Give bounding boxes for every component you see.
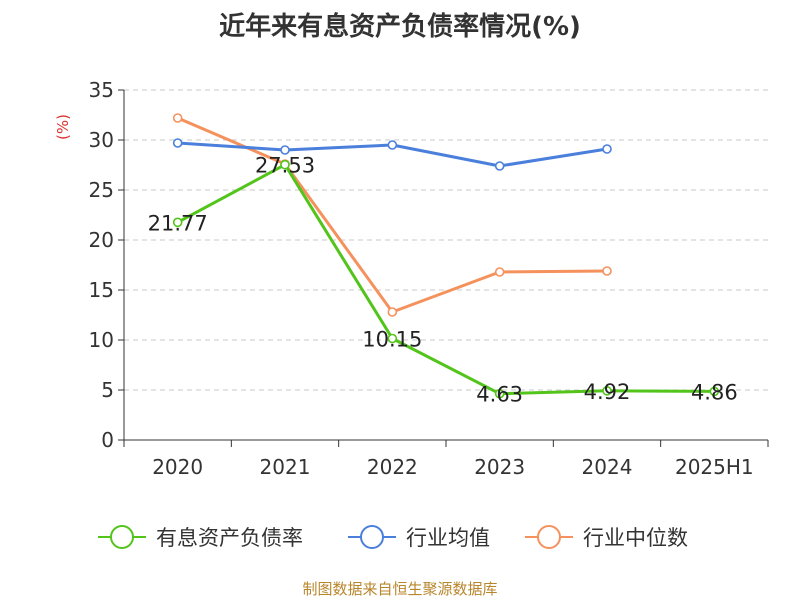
legend-label-0: 有息资产负债率 <box>156 526 303 550</box>
x-tick-label: 2024 <box>582 455 633 479</box>
data-label: 10.15 <box>362 328 422 352</box>
data-label: 21.77 <box>148 211 208 235</box>
data-label: 4.92 <box>584 380 631 404</box>
data-label: 4.86 <box>691 380 738 404</box>
legend-label-2: 行业中位数 <box>583 526 688 550</box>
y-tick-label: 35 <box>89 78 114 102</box>
data-label: 4.63 <box>476 383 523 407</box>
x-tick-label: 2022 <box>367 455 418 479</box>
data-point-0 <box>494 388 505 399</box>
data-point-1 <box>494 161 505 171</box>
y-tick-label: 10 <box>89 328 114 352</box>
axes: 0 5 10 15 20 25 30 35 2020 2021 2022 2023 2024 2025H1… <box>54 78 769 479</box>
chart-title: 近年来有息资产负债率情况(%) <box>219 12 581 42</box>
data-point-2 <box>494 267 505 277</box>
y-tick-label: 0 <box>101 428 114 452</box>
data-point-1 <box>280 145 290 155</box>
x-tick-label: 2023 <box>474 455 525 479</box>
data-point-0 <box>709 386 720 397</box>
data-point-0 <box>172 217 183 228</box>
y-tick-label: 30 <box>89 128 114 152</box>
data-point-0 <box>602 385 612 396</box>
source-note: 制图数据来自恒生聚源数据库 <box>302 580 498 598</box>
x-tick-label: 2025H1 <box>675 455 754 479</box>
y-tick-label: 15 <box>89 278 114 302</box>
legend: 有息资产负债率 行业均值 行业中位数 <box>98 525 688 550</box>
data-point-1 <box>172 138 183 148</box>
y-axis-label: (%) <box>54 114 72 140</box>
y-tick-label: 5 <box>101 378 114 402</box>
data-point-0 <box>280 159 290 170</box>
x-tick-label: 2021 <box>260 455 311 479</box>
legend-label-1: 行业均值 <box>406 526 490 550</box>
data-point-2 <box>172 113 183 123</box>
data-point-1 <box>602 144 612 154</box>
data-labels: 21.77 27.53 10.15 4.63 4.92 4.86 <box>148 154 738 407</box>
legend-marker-2 <box>537 525 561 549</box>
y-tick-label: 20 <box>89 228 114 252</box>
y-tick-label: 25 <box>89 178 114 202</box>
data-point-2 <box>387 307 398 317</box>
x-tick-label: 2020 <box>152 455 203 479</box>
data-point-0 <box>387 333 398 344</box>
legend-marker-1 <box>360 525 384 549</box>
legend-marker-0 <box>110 525 134 549</box>
data-label: 27.53 <box>255 154 315 178</box>
series-line-0 <box>176 163 715 396</box>
data-point-1 <box>387 140 398 150</box>
data-point-2 <box>602 266 612 276</box>
series-lines <box>172 113 720 399</box>
